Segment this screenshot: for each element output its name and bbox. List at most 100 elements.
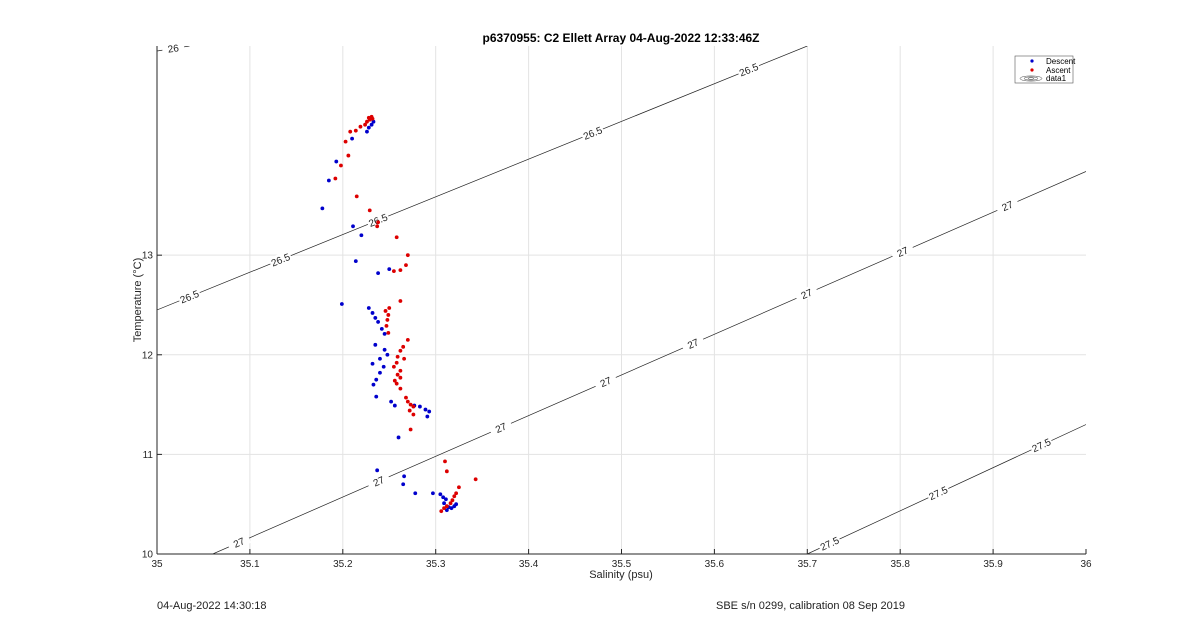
contour-label: 27 bbox=[800, 287, 815, 302]
ascent-point bbox=[348, 129, 353, 134]
ascent-point bbox=[375, 224, 380, 229]
descent-point bbox=[376, 271, 381, 276]
ascent-point bbox=[404, 263, 408, 268]
descent-point bbox=[449, 506, 454, 511]
contour-label-bg bbox=[268, 250, 293, 269]
ascent-point bbox=[408, 402, 413, 407]
contour-label-bg bbox=[365, 210, 391, 229]
ascent-point bbox=[386, 313, 391, 317]
descent-point bbox=[371, 382, 376, 387]
contour-label: 26 bbox=[167, 43, 180, 56]
ascent-point bbox=[353, 128, 358, 133]
ascent-point bbox=[395, 372, 400, 377]
descent-point bbox=[442, 501, 446, 506]
descent-point bbox=[382, 347, 387, 352]
ascent-point bbox=[443, 459, 447, 464]
legend-data1-label: data1 bbox=[1046, 74, 1067, 83]
ascent-point bbox=[448, 501, 453, 506]
series-ascent bbox=[333, 114, 478, 514]
contour-label-bg bbox=[794, 283, 819, 303]
contour-line-26.5 bbox=[157, 46, 808, 311]
descent-point bbox=[373, 342, 378, 347]
contour-label: 27 bbox=[372, 475, 387, 490]
y-tick-label: 10 bbox=[142, 550, 154, 561]
ascent-point bbox=[394, 235, 399, 240]
ascent-point bbox=[391, 269, 396, 274]
descent-point bbox=[382, 331, 387, 336]
ascent-point bbox=[442, 506, 446, 511]
x-tick-label: 36 bbox=[1080, 559, 1092, 570]
ascent-point bbox=[346, 153, 351, 158]
grid-lines bbox=[157, 46, 1086, 554]
ascent-point bbox=[339, 163, 343, 168]
legend-contour-icon bbox=[1019, 75, 1043, 82]
descent-point bbox=[413, 491, 418, 496]
ascent-point bbox=[376, 220, 381, 225]
descent-point bbox=[402, 474, 407, 479]
ascent-point bbox=[367, 208, 372, 213]
descent-point bbox=[444, 508, 449, 513]
contour-line-27 bbox=[212, 171, 1086, 554]
ascent-point bbox=[394, 360, 399, 365]
ascent-point bbox=[363, 122, 367, 127]
descent-point bbox=[366, 306, 371, 310]
descent-point bbox=[444, 497, 448, 502]
ascent-point bbox=[392, 378, 397, 383]
y-tick-label: 12 bbox=[142, 350, 154, 361]
contour-label: 27 bbox=[494, 421, 509, 436]
x-tick-label: 35.3 bbox=[426, 559, 446, 570]
descent-point bbox=[378, 370, 382, 375]
ascent-point bbox=[439, 509, 444, 514]
ascent-point bbox=[386, 330, 391, 335]
ascent-point bbox=[411, 404, 416, 409]
descent-point bbox=[425, 414, 430, 419]
ascent-point bbox=[405, 399, 410, 404]
ascent-point bbox=[398, 386, 403, 391]
descent-point bbox=[418, 404, 422, 409]
contour-label-bg bbox=[488, 417, 513, 437]
descent-point bbox=[371, 119, 376, 124]
descent-point bbox=[381, 364, 386, 369]
descent-point bbox=[339, 302, 344, 306]
descent-point bbox=[392, 403, 397, 408]
descent-point bbox=[370, 311, 375, 315]
descent-point bbox=[353, 259, 358, 264]
descent-point bbox=[401, 482, 406, 487]
x-tick-label: 35.8 bbox=[890, 559, 910, 570]
contour-label: 27 bbox=[232, 536, 247, 551]
ascent-point bbox=[343, 139, 348, 144]
descent-point bbox=[427, 409, 432, 414]
x-tick-label: 35.9 bbox=[983, 559, 1003, 570]
descent-point bbox=[396, 435, 401, 440]
descent-point bbox=[351, 224, 355, 229]
descent-point bbox=[334, 159, 339, 164]
descent-point bbox=[350, 136, 354, 141]
y-tick-label: 13 bbox=[142, 251, 154, 262]
descent-point bbox=[441, 495, 446, 500]
legend-descent-marker bbox=[1030, 59, 1034, 63]
footer-timestamp: 04-Aug-2022 14:30:18 bbox=[157, 600, 267, 612]
descent-point bbox=[385, 352, 390, 357]
x-tick-label: 35.5 bbox=[612, 559, 632, 570]
contour-label-bg bbox=[890, 241, 915, 261]
ascent-point bbox=[473, 477, 478, 482]
descent-point bbox=[320, 206, 325, 211]
descent-point bbox=[454, 502, 459, 507]
ascent-point bbox=[452, 494, 457, 499]
legend-ascent-marker bbox=[1030, 68, 1034, 72]
legend-box bbox=[1014, 55, 1074, 84]
ascent-point bbox=[402, 356, 407, 361]
descent-point bbox=[374, 377, 379, 382]
ascent-point bbox=[365, 119, 369, 124]
ascent-point bbox=[457, 485, 461, 490]
y-axis-label: Temperature (°C) bbox=[132, 258, 144, 342]
ascent-point bbox=[408, 427, 413, 432]
descent-point bbox=[376, 320, 381, 324]
descent-point bbox=[389, 399, 394, 404]
descent-point bbox=[379, 326, 384, 331]
y-tick-label: 11 bbox=[143, 450, 154, 461]
ascent-point bbox=[405, 337, 410, 342]
descent-point bbox=[366, 125, 371, 130]
x-tick-label: 35.4 bbox=[519, 559, 539, 570]
